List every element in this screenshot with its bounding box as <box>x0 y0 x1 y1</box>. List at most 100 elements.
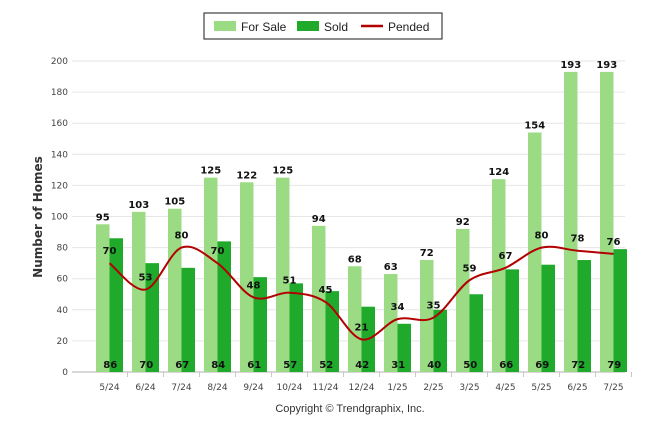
y-tick-label: 60 <box>57 275 69 285</box>
data-label-sold: 50 <box>463 360 477 371</box>
x-tick-label: 7/25 <box>603 383 623 393</box>
legend-label-for-sale: For Sale <box>241 20 287 34</box>
data-label-pended: 78 <box>571 234 585 245</box>
data-label-pended: 70 <box>103 246 117 257</box>
data-label-for-sale: 105 <box>164 197 185 208</box>
data-label-sold: 31 <box>391 360 405 371</box>
data-label-for-sale: 63 <box>384 262 398 273</box>
bar-sold <box>505 269 519 372</box>
data-label-sold: 66 <box>499 360 513 371</box>
data-label-pended: 67 <box>499 251 513 262</box>
legend-box <box>203 12 443 40</box>
grid-lines <box>72 60 625 373</box>
y-tick-label: 80 <box>57 244 69 254</box>
data-label-pended: 80 <box>175 231 189 242</box>
data-label-pended: 35 <box>427 301 441 312</box>
y-axis-title: Number of Homes <box>31 156 45 278</box>
bar-for-sale <box>564 71 578 372</box>
data-label-pended: 76 <box>607 237 621 248</box>
legend: For Sale Sold Pended <box>203 12 443 40</box>
bar-for-sale <box>96 224 110 372</box>
data-label-for-sale: 124 <box>488 167 509 178</box>
data-label-pended: 59 <box>463 263 477 274</box>
data-label-for-sale: 68 <box>348 254 362 265</box>
pended-line-group <box>108 245 614 341</box>
data-label-pended: 48 <box>247 280 261 291</box>
data-label-sold: 42 <box>355 360 369 371</box>
bar-sold <box>469 294 483 372</box>
bar-for-sale <box>132 211 146 372</box>
data-label-for-sale: 72 <box>420 248 434 259</box>
legend-swatch-sold <box>297 21 319 31</box>
bar-for-sale <box>492 179 506 372</box>
data-label-sold: 79 <box>607 360 621 371</box>
legend-label-sold: Sold <box>324 20 348 34</box>
data-label-sold: 40 <box>427 360 441 371</box>
data-label-sold: 70 <box>139 360 153 371</box>
bar-for-sale <box>420 260 434 372</box>
data-label-sold: 86 <box>103 360 117 371</box>
bar-sold <box>181 267 195 372</box>
x-tick-label: 2/25 <box>423 383 443 393</box>
bar-for-sale <box>240 182 254 372</box>
data-label-for-sale: 94 <box>312 214 326 225</box>
bar-for-sale <box>600 71 614 372</box>
data-label-for-sale: 193 <box>560 60 581 71</box>
data-label-for-sale: 122 <box>236 170 257 181</box>
x-tick-label: 5/24 <box>99 383 119 393</box>
y-tick-label: 20 <box>57 337 69 347</box>
y-tick-label: 100 <box>51 213 68 223</box>
data-label-sold: 69 <box>535 360 549 371</box>
y-tick-label: 160 <box>51 119 68 129</box>
data-labels: 95 86 103 70 105 67 125 84 122 61 125 57 94 52 68 42 63 3… <box>96 60 621 371</box>
x-tick-label: 1/25 <box>387 383 407 393</box>
pended-line <box>108 245 614 341</box>
bar-sold <box>217 241 231 372</box>
y-tick-label: 40 <box>57 306 69 316</box>
bar-sold <box>253 277 267 372</box>
data-label-sold: 61 <box>247 360 261 371</box>
x-tick-label: 8/24 <box>207 383 227 393</box>
bar-sold <box>397 323 411 372</box>
data-label-for-sale: 103 <box>128 200 149 211</box>
y-tick-label: 120 <box>51 181 68 191</box>
data-label-pended: 34 <box>391 302 405 313</box>
x-tick-label: 7/24 <box>171 383 191 393</box>
x-axis-ticks: 5/24 6/24 7/24 8/24 9/24 10/24 11/24 12/24 1/25 2… <box>99 372 632 393</box>
bar-for-sale <box>204 177 218 372</box>
data-label-for-sale: 154 <box>524 121 545 132</box>
data-label-pended: 70 <box>211 246 225 257</box>
data-label-pended: 45 <box>319 285 333 296</box>
data-label-pended: 53 <box>139 273 153 284</box>
x-tick-label: 11/24 <box>313 383 339 393</box>
data-label-for-sale: 125 <box>200 166 221 177</box>
y-tick-label: 0 <box>62 368 68 378</box>
copyright-text: Copyright © Trendgraphix, Inc. <box>275 403 424 415</box>
bar-for-sale <box>348 266 362 372</box>
data-label-for-sale: 92 <box>456 217 470 228</box>
x-tick-label: 12/24 <box>349 383 375 393</box>
data-label-for-sale: 193 <box>596 60 617 71</box>
x-tick-label: 5/25 <box>531 383 551 393</box>
data-label-sold: 67 <box>175 360 189 371</box>
y-tick-label: 140 <box>51 150 68 160</box>
bar-for-sale <box>276 177 290 372</box>
data-label-pended: 21 <box>355 322 369 333</box>
data-label-for-sale: 95 <box>96 212 110 223</box>
bar-sold <box>613 249 627 372</box>
data-label-sold: 52 <box>319 360 333 371</box>
y-tick-label: 200 <box>51 57 68 67</box>
bar-sold <box>433 309 447 372</box>
data-label-pended: 51 <box>283 276 297 287</box>
bar-for-sale <box>528 132 542 372</box>
bar-sold <box>541 264 555 372</box>
legend-label-pended: Pended <box>388 20 429 34</box>
data-label-sold: 72 <box>571 360 585 371</box>
bar-sold <box>577 260 591 372</box>
x-tick-label: 9/24 <box>243 383 263 393</box>
bar-sold <box>289 283 303 372</box>
bar-sold <box>145 263 159 372</box>
data-label-for-sale: 125 <box>272 166 293 177</box>
x-tick-label: 4/25 <box>495 383 515 393</box>
bar-sold <box>109 238 123 372</box>
